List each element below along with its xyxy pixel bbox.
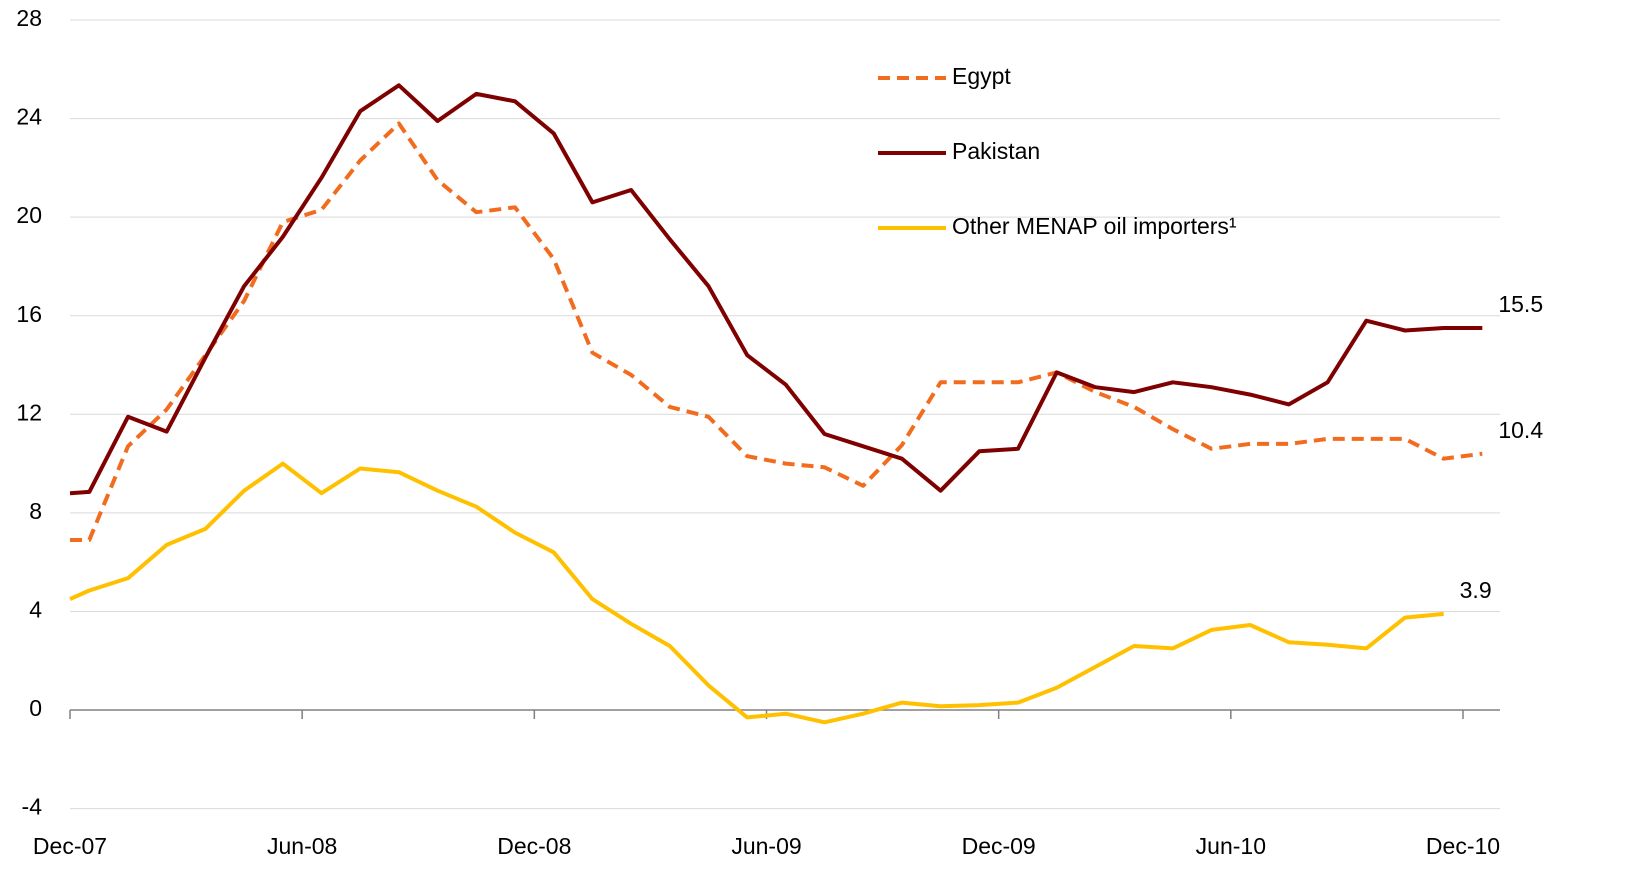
series-line [69,461,1444,725]
y-tick-label: 16 [16,301,42,327]
y-tick-label: 4 [29,597,42,623]
legend-label: Egypt [952,63,1011,89]
y-tick-label: 20 [16,202,42,228]
y-tick-label: 24 [16,104,42,130]
y-tick-label: 8 [29,498,42,524]
legend-label: Other MENAP oil importers¹ [952,213,1237,239]
legend-label: Pakistan [952,138,1040,164]
end-label: 15.5 [1498,291,1543,317]
x-tick-label: Jun-09 [731,833,801,859]
end-label: 3.9 [1460,577,1492,603]
x-tick-label: Jun-08 [267,833,337,859]
x-tick-label: Dec-07 [33,833,107,859]
end-label: 10.4 [1498,417,1543,443]
y-tick-label: 28 [16,5,42,31]
series-line [70,121,1483,542]
x-tick-label: Dec-08 [497,833,571,859]
y-tick-label: -4 [22,794,43,820]
x-tick-label: Jun-10 [1196,833,1266,859]
x-tick-label: Dec-09 [962,833,1036,859]
series-line [69,83,1483,496]
y-tick-label: 0 [29,695,42,721]
x-tick-label: Dec-10 [1426,833,1500,859]
y-tick-label: 12 [16,399,42,425]
